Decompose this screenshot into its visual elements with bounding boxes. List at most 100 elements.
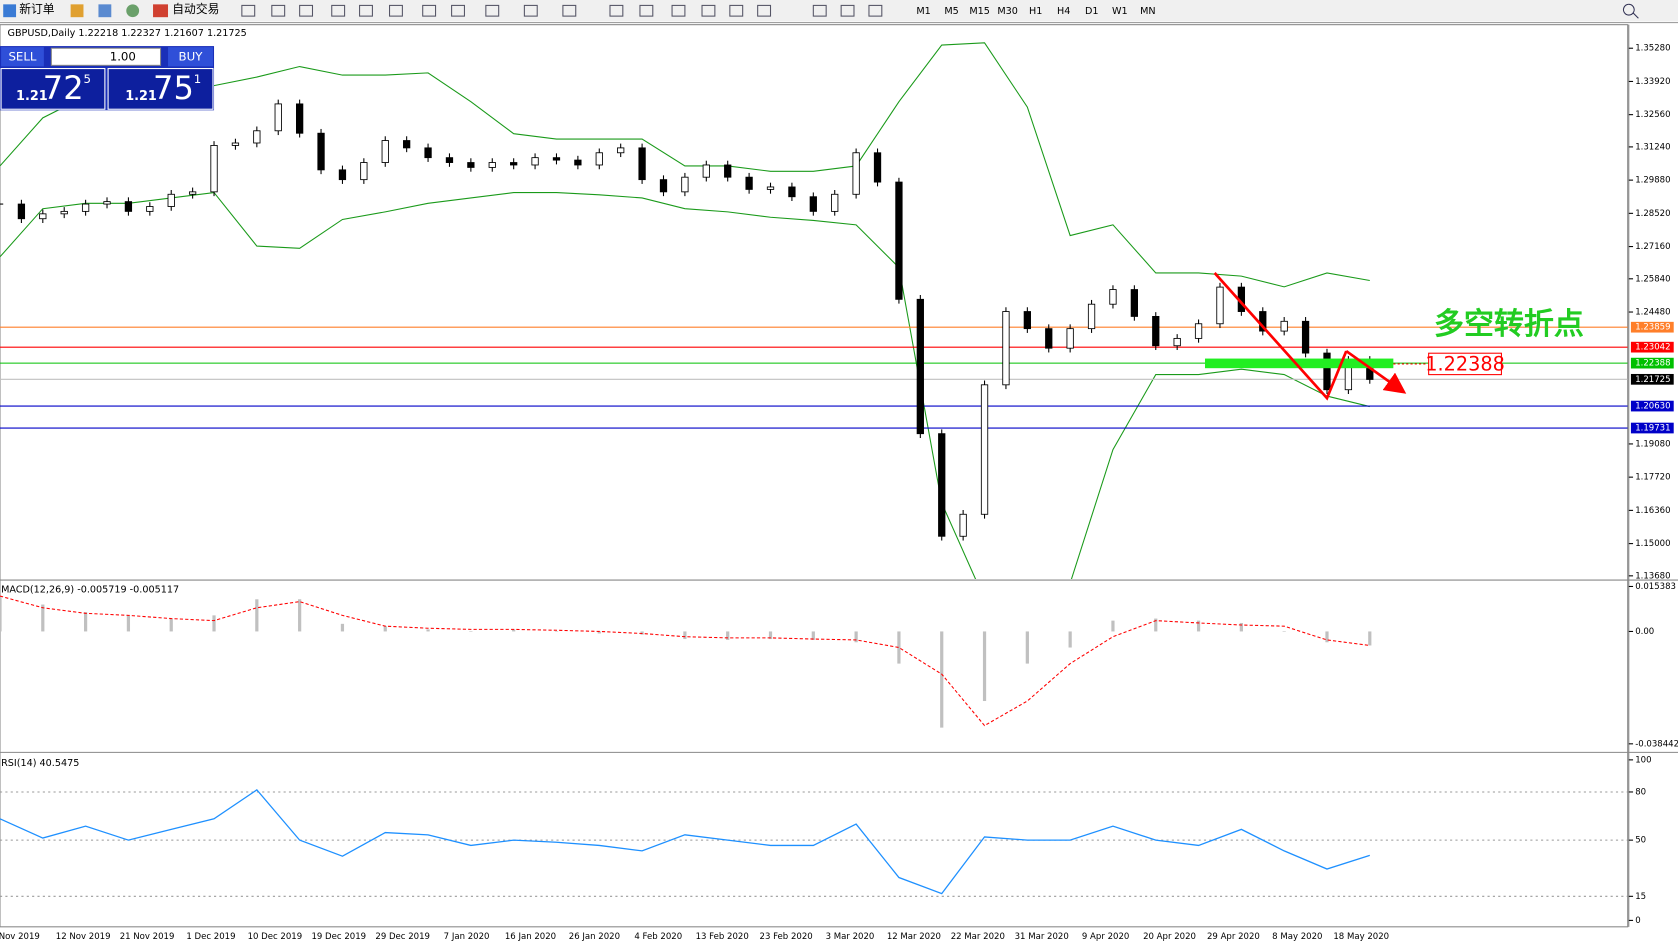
- buy-label[interactable]: BUY: [179, 49, 204, 63]
- chart-frame: [0, 24, 1629, 928]
- macd-signal: [0, 595, 1370, 727]
- macd-bar: [469, 631, 473, 632]
- toolbar-icon[interactable]: [422, 4, 437, 17]
- sell-label[interactable]: SELL: [8, 49, 36, 63]
- toolbar-icon[interactable]: [729, 4, 744, 17]
- candle: [574, 159, 582, 166]
- x-tick-label: 29 Dec 2019: [375, 932, 430, 942]
- search-icon[interactable]: [1623, 3, 1639, 19]
- candle: [617, 147, 625, 154]
- level-tag: [1630, 341, 1674, 353]
- toolbar-icon[interactable]: [451, 4, 465, 17]
- toolbar-icon[interactable]: [701, 4, 716, 17]
- macd-bar: [1196, 620, 1201, 632]
- x-tick-label: 7 Jan 2020: [444, 932, 490, 942]
- auto-trading-button[interactable]: 自动交易: [172, 2, 219, 16]
- timeframe-button[interactable]: M15: [969, 6, 990, 17]
- timeframe-button[interactable]: MN: [1140, 6, 1156, 17]
- toolbar-icon[interactable]: [840, 4, 855, 17]
- toolbar-icon[interactable]: [868, 4, 883, 17]
- candle: [381, 140, 389, 163]
- sell-big: 1.21: [16, 89, 48, 104]
- toolbar-icon[interactable]: [609, 4, 624, 17]
- bollinger-upper: [0, 42, 1370, 288]
- candle: [724, 164, 732, 178]
- y-tick-label: 1.16360: [1635, 506, 1670, 516]
- macd-bar: [854, 631, 858, 643]
- toolbar-icon[interactable]: [271, 4, 286, 17]
- rsi-title: RSI(14) 40.5475: [1, 758, 79, 769]
- toolbar-icon[interactable]: [98, 4, 112, 18]
- candle: [531, 157, 539, 166]
- chart-title: GBPUSD,Daily 1.22218 1.22327 1.21607 1.2…: [7, 28, 246, 39]
- level-tag-label: 1.23859: [1635, 323, 1670, 333]
- macd-bar: [982, 631, 987, 702]
- toolbar-icon[interactable]: [299, 4, 314, 17]
- macd-bar: [940, 631, 944, 728]
- macd-bar: [0, 597, 2, 632]
- x-tick-label: 16 Jan 2020: [505, 932, 556, 942]
- new-order-button[interactable]: 新订单: [19, 2, 55, 16]
- candle: [210, 145, 218, 193]
- toolbar-icon[interactable]: [389, 4, 403, 17]
- toolbar-icon[interactable]: [485, 4, 500, 17]
- candle: [274, 103, 282, 132]
- candle: [1109, 289, 1117, 305]
- timeframe-button[interactable]: W1: [1112, 6, 1128, 17]
- toolbar-icon[interactable]: [812, 4, 827, 17]
- candle: [1194, 323, 1203, 339]
- timeframe-button[interactable]: M30: [997, 6, 1018, 17]
- candle: [60, 210, 68, 215]
- toolbar-icon[interactable]: [639, 4, 654, 17]
- toolbar-icon[interactable]: [241, 4, 256, 17]
- buy-pips: 75: [153, 69, 194, 107]
- macd-bar: [1368, 631, 1372, 646]
- candle: [980, 384, 989, 515]
- candle: [873, 152, 882, 183]
- lot-value[interactable]: 1.00: [110, 49, 136, 63]
- macd-bar: [1325, 631, 1329, 643]
- toolbar-icon[interactable]: [70, 4, 84, 18]
- macd-bar: [169, 618, 173, 632]
- candle: [253, 130, 261, 144]
- level-tag: [1630, 422, 1674, 434]
- x-tick-label: 3 Mar 2020: [826, 932, 875, 942]
- candle: [445, 157, 454, 163]
- y-tick-label: 1.32560: [1635, 110, 1670, 120]
- x-tick-label: 10 Dec 2019: [248, 932, 303, 942]
- timeframe-button[interactable]: H4: [1057, 6, 1070, 17]
- timeframe-button[interactable]: M1: [916, 6, 930, 17]
- macd-bar: [597, 631, 601, 634]
- x-tick-label: 12 Mar 2020: [887, 932, 941, 942]
- toolbar-icon[interactable]: [523, 4, 538, 17]
- toolbar-icon[interactable]: [126, 4, 140, 18]
- toolbar-icon[interactable]: [671, 4, 686, 17]
- macd-bar: [897, 631, 901, 664]
- candle: [1045, 328, 1053, 349]
- timeframe-button[interactable]: D1: [1085, 6, 1099, 17]
- toolbar-icon[interactable]: [359, 4, 373, 17]
- buy-button[interactable]: [168, 47, 213, 67]
- macd-bar: [1111, 620, 1115, 632]
- x-tick-label: 8 May 2020: [1272, 932, 1322, 942]
- macd-bar: [426, 629, 430, 632]
- toolbar-icon[interactable]: [562, 4, 577, 17]
- y-tick-label: 80: [1635, 787, 1646, 797]
- buy-price[interactable]: [107, 68, 214, 110]
- rsi-panel: [0, 789, 1628, 897]
- y-tick-label: 50: [1635, 836, 1646, 846]
- toolbar-icon[interactable]: [331, 4, 346, 17]
- auto-trading-icon[interactable]: [153, 4, 169, 18]
- timeframe-button[interactable]: M5: [944, 6, 958, 17]
- lot-input[interactable]: [50, 47, 162, 66]
- y-tick-label: -0.038442: [1635, 739, 1678, 749]
- toolbar-icon[interactable]: [757, 4, 772, 17]
- new-order-icon[interactable]: [3, 4, 17, 18]
- sell-price[interactable]: [0, 68, 106, 110]
- sell-button[interactable]: [1, 47, 44, 67]
- macd-bar: [1239, 622, 1243, 632]
- candle: [766, 186, 775, 190]
- macd-bar: [298, 599, 302, 632]
- timeframe-button[interactable]: H1: [1029, 6, 1042, 17]
